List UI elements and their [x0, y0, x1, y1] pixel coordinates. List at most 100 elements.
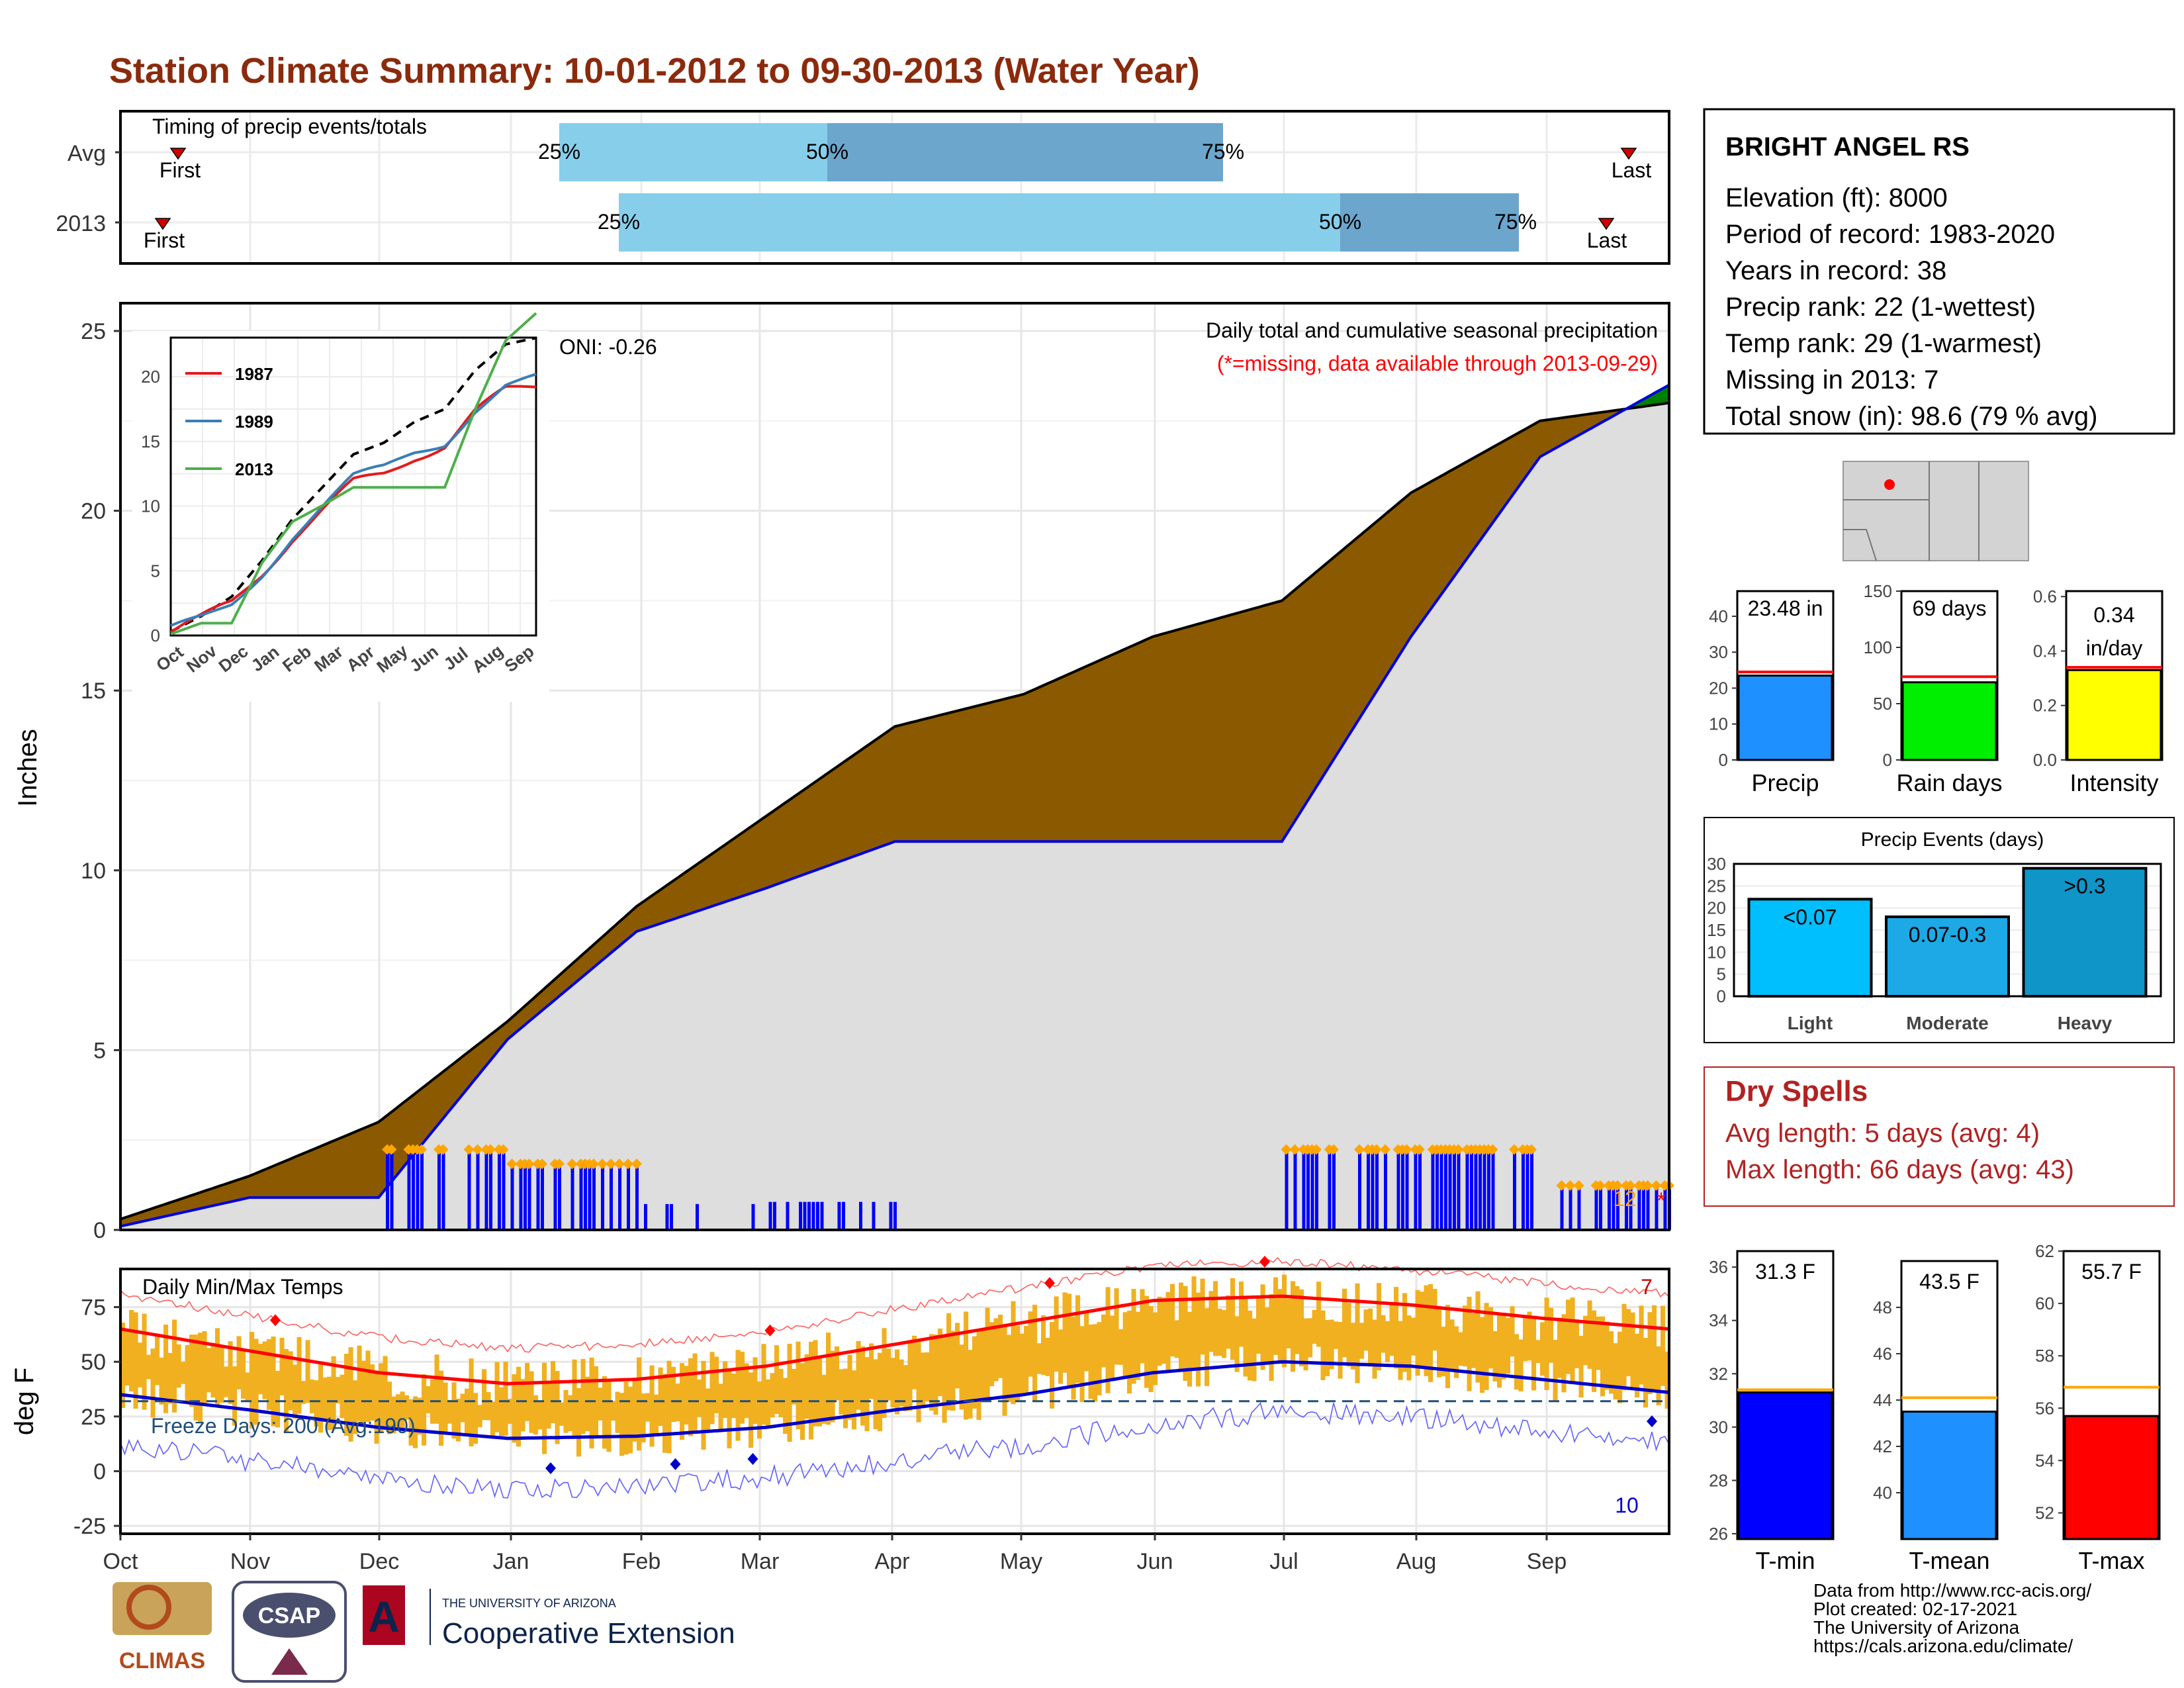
temp-daily-bar [752, 1357, 758, 1425]
temp-ytick-label: -25 [73, 1514, 106, 1539]
temp-summary-tick-label: 30 [1709, 1417, 1728, 1437]
temp-daily-bar [680, 1363, 685, 1440]
temp-daily-bar [1334, 1321, 1339, 1349]
figure-title: Station Climate Summary: 10-01-2012 to 0… [109, 51, 1200, 91]
temp-daily-bar [181, 1362, 186, 1384]
temp-label: Daily Min/Max Temps [142, 1275, 343, 1299]
temp-daily-bar [224, 1366, 229, 1397]
temp-daily-bar [465, 1388, 470, 1435]
events-bar [2022, 867, 2148, 998]
csap-logo: CSAP [232, 1581, 347, 1683]
temp-daily-bar [422, 1374, 427, 1446]
csap-logo-mountain [271, 1648, 308, 1675]
temp-daily-bar [869, 1343, 874, 1399]
precip-deficit-area [120, 402, 1669, 1227]
temp-daily-bar [585, 1376, 590, 1431]
precip-daily-marker [472, 1144, 483, 1155]
temp-daily-bar [447, 1399, 453, 1424]
temp-daily-bar [383, 1356, 388, 1430]
temp-daily-bar [477, 1405, 482, 1428]
temp-daily-bar [1183, 1286, 1188, 1381]
precip-daily-marker [1573, 1180, 1584, 1191]
precip-daily-marker [1281, 1144, 1292, 1155]
temp-daily-bar [1131, 1289, 1136, 1384]
temp-daily-bar [709, 1352, 715, 1425]
temp-daily-bar [1277, 1289, 1283, 1364]
temp-record-high-marker [764, 1324, 776, 1336]
temp-daily-bar [426, 1386, 431, 1414]
mini-bar-tick-label: 100 [1864, 637, 1892, 657]
temp-daily-bar [469, 1358, 474, 1446]
precip-daily-marker [623, 1158, 633, 1170]
precip-daily-bar [1375, 1150, 1379, 1230]
timing-avg-50-75 [827, 123, 1223, 181]
precip-daily-bar [820, 1201, 824, 1230]
dry-spells-title: Dry Spells [1725, 1075, 1868, 1107]
mini-bar-tick-label: 40 [1709, 606, 1728, 626]
temp-daily-bar [185, 1345, 190, 1401]
temp-daily-bar [138, 1342, 143, 1387]
temp-daily-bar [878, 1352, 883, 1432]
precip-daily-bar [498, 1150, 501, 1230]
temp-daily-bar [176, 1344, 181, 1388]
precip-daily-marker [506, 1158, 518, 1170]
timing-panel: Timing of precip events/totals Avg 25% 5… [56, 110, 1670, 265]
temp-daily-bar [529, 1371, 534, 1433]
summary-bar-charts: 23.48 in 0 10 20 30 40 Precip 69 days 0 50 100 150 R… [1709, 581, 2163, 796]
temp-daily-bar [146, 1354, 152, 1380]
precip-daily-bar [1525, 1150, 1529, 1230]
precip-daily-bar [1332, 1150, 1336, 1230]
temp-daily-bar [279, 1337, 285, 1395]
temp-daily-bar [1222, 1309, 1227, 1358]
temp-daily-bar [124, 1331, 130, 1386]
temp-frame [119, 1268, 1670, 1535]
temp-daily-bar [336, 1377, 341, 1404]
temp-daily-bar [1497, 1313, 1502, 1388]
temp-daily-bar [494, 1362, 500, 1432]
temp-daily-bar [155, 1335, 160, 1385]
temp-daily-bar [1664, 1351, 1670, 1409]
temp-daily-bar [525, 1362, 530, 1421]
temp-daily-bar [271, 1336, 276, 1427]
inset-legend-1989: 1989 [235, 412, 273, 432]
dry-spells-max: Max length: 66 days (avg: 43) [1725, 1155, 2074, 1184]
temp-daily-bar [542, 1362, 547, 1454]
temp-daily-bar [1372, 1319, 1377, 1379]
precip-avg-area [120, 402, 1669, 1230]
temp-daily-bar [322, 1377, 328, 1420]
precip-daily-bar [1405, 1150, 1409, 1230]
temp-daily-bar [1217, 1309, 1222, 1356]
temp-daily-bar [899, 1359, 904, 1407]
temp-daily-bar [404, 1395, 410, 1420]
mini-bar-value: 69 days [1912, 596, 1986, 620]
precip-daily-bar [1599, 1186, 1602, 1230]
temp-daily-bar [387, 1382, 392, 1434]
temp-daily-bar [1041, 1315, 1046, 1376]
events-category-label: Moderate [1906, 1013, 1988, 1033]
precip-daily-bar [811, 1201, 815, 1230]
temp-daily-bar [1148, 1305, 1154, 1392]
temp-daily-bar [288, 1351, 293, 1411]
precip-2013-line [120, 383, 1670, 1228]
temp-daily-bar [1316, 1282, 1322, 1347]
mini-bar-tick-label: 30 [1709, 642, 1728, 662]
precip-daily-marker [1642, 1180, 1653, 1191]
temp-daily-bar [344, 1354, 349, 1436]
precip-daily-bar [519, 1165, 523, 1230]
temp-daily-bar [907, 1342, 913, 1411]
events-tick-label: 30 [1707, 854, 1726, 874]
temp-summary-tick-label: 56 [2035, 1398, 2054, 1418]
station-box: BRIGHT ANGEL RS Elevation (ft): 8000 Peri… [1703, 108, 2175, 435]
precip-daily-bar [872, 1201, 876, 1230]
temp-daily-bar [735, 1350, 741, 1441]
precip-daily-bar [1612, 1186, 1615, 1230]
precip-daily-bar [610, 1165, 613, 1230]
temp-daily-bar [1566, 1299, 1571, 1374]
temp-daily-bar [1492, 1331, 1498, 1382]
logos: CLIMAS CSAP A THE UNIVERSITY OF ARIZONA … [113, 1581, 735, 1683]
temp-daily-bar [778, 1368, 784, 1418]
temp-daily-bar [1406, 1315, 1412, 1381]
temp-daily-bar [1441, 1327, 1446, 1377]
precip-daily-marker [1371, 1144, 1382, 1155]
temp-summary-tick-label: 46 [1873, 1344, 1892, 1364]
